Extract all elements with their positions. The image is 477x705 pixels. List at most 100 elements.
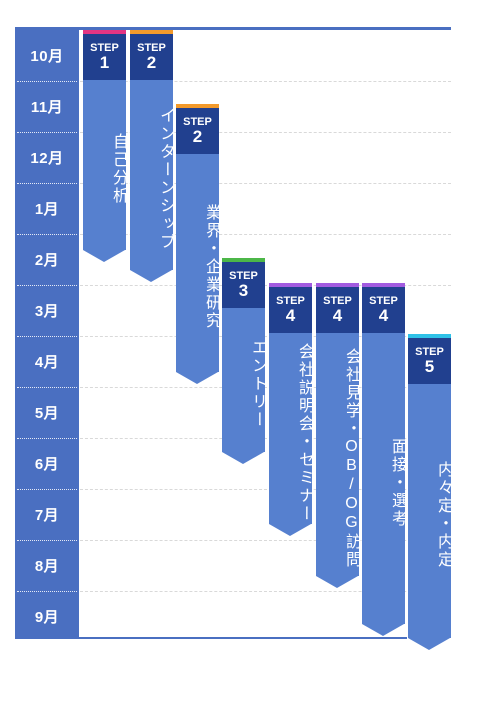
step-number: 4 <box>332 306 343 325</box>
grid-line <box>80 285 451 286</box>
step-label: 会社見学・OB/OG訪問 <box>343 348 360 569</box>
step-column: STEP 4 面接・選考 <box>362 283 406 636</box>
step-duration-bar <box>269 333 312 524</box>
month-label: 8月 <box>34 558 60 575</box>
step-label: インターンシップ <box>157 107 174 251</box>
step-label: 会社説明会・セミナー <box>296 342 313 523</box>
step-word: STEP <box>183 116 212 128</box>
step-arrow-tip <box>316 576 358 588</box>
step-label: 面接・選考 <box>389 437 406 528</box>
step-arrow-tip <box>83 250 125 262</box>
month-separator <box>17 183 77 184</box>
step-header: STEP 5 <box>408 338 451 384</box>
step-arrow-tip <box>362 624 404 636</box>
step-word: STEP <box>90 42 119 54</box>
month-label: 6月 <box>34 456 60 473</box>
month-separator <box>17 81 77 82</box>
step-arrow-tip <box>269 524 311 536</box>
step-column: STEP 4 会社見学・OB/OG訪問 <box>316 283 360 588</box>
step-duration-bar <box>222 308 265 452</box>
step-word: STEP <box>137 42 166 54</box>
month-separator <box>17 234 77 235</box>
bottom-border-line <box>79 637 407 639</box>
grid-line <box>80 234 451 235</box>
step-accent-bar <box>316 283 359 287</box>
step-number: 4 <box>378 306 389 325</box>
top-border-line <box>15 27 451 30</box>
step-duration-bar <box>408 384 451 638</box>
step-column: STEP 1 自己分析 <box>83 30 127 262</box>
step-accent-bar <box>83 30 126 34</box>
grid-line <box>80 81 451 82</box>
step-arrow-tip <box>408 638 450 650</box>
step-accent-bar <box>269 283 312 287</box>
step-label: 自己分析 <box>110 133 127 205</box>
month-separator <box>17 387 77 388</box>
step-header: STEP 4 <box>362 287 405 333</box>
month-label: 4月 <box>34 354 60 371</box>
step-arrow-tip <box>176 372 218 384</box>
grid-line <box>80 540 451 541</box>
grid-line <box>80 438 451 439</box>
step-label: 内々定・内定 <box>435 461 452 569</box>
step-number: 3 <box>238 281 249 300</box>
month-label: 3月 <box>34 303 60 320</box>
month-separator <box>17 591 77 592</box>
month-column: 10月 11月 12月 1月 2月 3月 4月 5月 6月 7月 8月 9月 <box>15 30 79 639</box>
month-label: 10月 <box>30 48 64 65</box>
month-separator <box>17 285 77 286</box>
step-header: STEP 3 <box>222 262 265 308</box>
grid-line <box>80 336 451 337</box>
step-arrow-tip <box>222 452 264 464</box>
step-header: STEP 2 <box>130 34 173 80</box>
step-number: 2 <box>192 127 203 146</box>
step-word: STEP <box>229 270 258 282</box>
month-label: 11月 <box>30 99 64 116</box>
step-header: STEP 2 <box>176 108 219 154</box>
step-header: STEP 4 <box>269 287 312 333</box>
month-separator <box>17 540 77 541</box>
step-column: STEP 4 会社説明会・セミナー <box>269 283 313 536</box>
step-duration-bar <box>176 154 219 372</box>
step-accent-bar <box>408 334 451 338</box>
step-duration-bar <box>130 80 173 270</box>
step-word: STEP <box>276 295 305 307</box>
step-number: 2 <box>146 53 157 72</box>
month-label: 9月 <box>34 609 60 626</box>
step-column: STEP 2 インターンシップ <box>130 30 174 282</box>
step-accent-bar <box>130 30 173 34</box>
step-accent-bar <box>222 258 265 262</box>
month-separator <box>17 489 77 490</box>
step-duration-bar <box>83 80 126 250</box>
step-label: 業界・企業研究 <box>203 204 220 330</box>
step-header: STEP 1 <box>83 34 126 80</box>
step-column: STEP 3 エントリー <box>222 258 266 464</box>
step-number: 5 <box>424 357 435 376</box>
month-separator <box>17 132 77 133</box>
grid-line <box>80 183 451 184</box>
step-duration-bar <box>316 333 359 576</box>
step-word: STEP <box>415 346 444 358</box>
month-label: 5月 <box>34 405 60 422</box>
step-label: エントリー <box>249 339 266 429</box>
step-word: STEP <box>369 295 398 307</box>
step-header: STEP 4 <box>316 287 359 333</box>
month-label: 2月 <box>34 252 60 269</box>
grid-line <box>80 132 451 133</box>
step-accent-bar <box>362 283 405 287</box>
grid-line <box>80 591 451 592</box>
step-number: 1 <box>99 53 110 72</box>
month-separator <box>17 336 77 337</box>
step-column: STEP 2 業界・企業研究 <box>176 104 220 384</box>
step-arrow-tip <box>130 270 172 282</box>
grid-line <box>80 489 451 490</box>
month-label: 7月 <box>34 507 60 524</box>
step-duration-bar <box>362 333 405 624</box>
step-number: 4 <box>285 306 296 325</box>
step-column: STEP 5 内々定・内定 <box>408 334 452 650</box>
month-separator <box>17 438 77 439</box>
step-word: STEP <box>323 295 352 307</box>
month-label: 12月 <box>30 150 64 167</box>
month-label: 1月 <box>34 201 60 218</box>
